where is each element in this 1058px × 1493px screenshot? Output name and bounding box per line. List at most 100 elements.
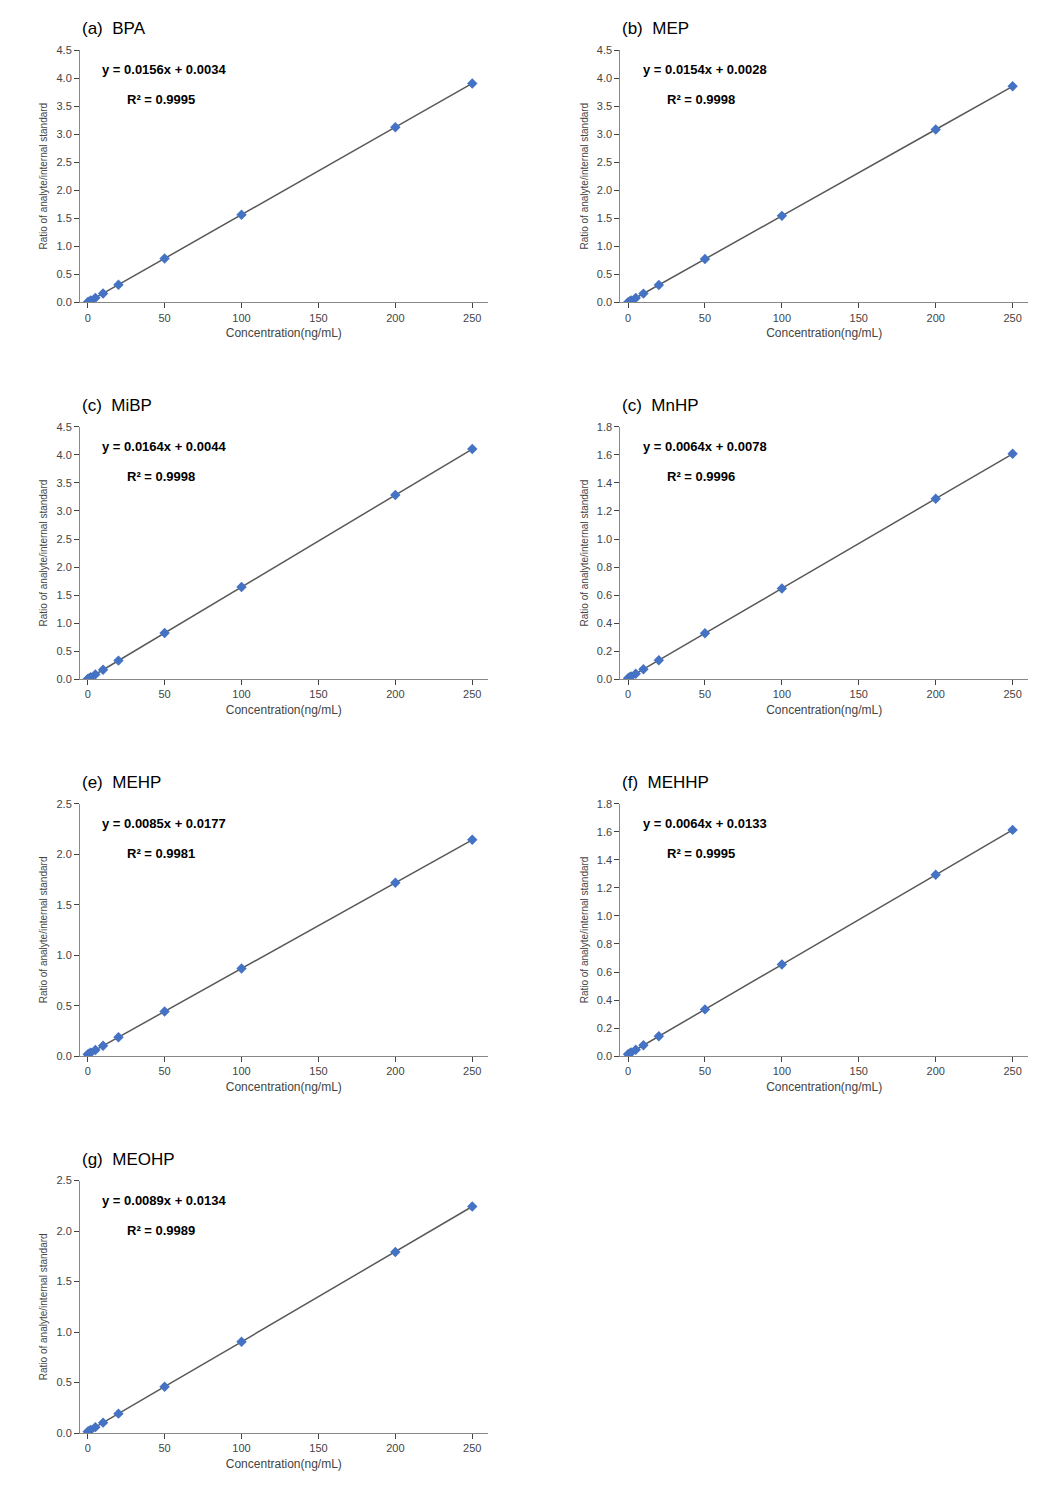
svg-text:0.4: 0.4 xyxy=(597,617,612,629)
svg-text:200: 200 xyxy=(927,312,945,324)
svg-text:3.5: 3.5 xyxy=(57,477,72,489)
svg-text:1.4: 1.4 xyxy=(597,854,612,866)
svg-text:Ratio of analyte/internal stan: Ratio of analyte/internal standard xyxy=(39,857,50,1004)
svg-text:0.0: 0.0 xyxy=(57,296,72,308)
svg-text:0: 0 xyxy=(625,312,631,324)
svg-text:0.5: 0.5 xyxy=(57,1000,72,1012)
svg-text:1.8: 1.8 xyxy=(597,421,612,433)
svg-text:2.5: 2.5 xyxy=(597,156,612,168)
svg-text:R² = 0.9989: R² = 0.9989 xyxy=(127,1223,195,1238)
svg-text:0.0: 0.0 xyxy=(57,1050,72,1062)
svg-text:0: 0 xyxy=(85,1065,91,1077)
svg-text:200: 200 xyxy=(386,312,404,324)
svg-text:2.5: 2.5 xyxy=(57,1174,72,1186)
svg-text:0.4: 0.4 xyxy=(597,994,612,1006)
svg-text:R² = 0.9998: R² = 0.9998 xyxy=(667,92,735,107)
svg-text:1.0: 1.0 xyxy=(57,949,72,961)
svg-text:0: 0 xyxy=(85,1442,91,1454)
svg-text:200: 200 xyxy=(927,688,945,700)
svg-text:(g) MEOHP: (g) MEOHP xyxy=(82,1150,175,1169)
svg-text:3.0: 3.0 xyxy=(57,505,72,517)
svg-text:0: 0 xyxy=(625,1065,631,1077)
svg-text:0.0: 0.0 xyxy=(597,673,612,685)
svg-text:Concentration(ng/mL): Concentration(ng/mL) xyxy=(226,1457,342,1471)
svg-text:(e) MEHP: (e) MEHP xyxy=(82,773,161,792)
svg-text:y = 0.0064x + 0.0133: y = 0.0064x + 0.0133 xyxy=(643,816,767,831)
svg-text:Concentration(ng/mL): Concentration(ng/mL) xyxy=(226,326,342,340)
svg-text:50: 50 xyxy=(158,1065,170,1077)
svg-text:50: 50 xyxy=(158,688,170,700)
svg-text:R² = 0.9995: R² = 0.9995 xyxy=(127,92,195,107)
svg-text:(b) MEP: (b) MEP xyxy=(622,19,689,38)
svg-text:(c) MnHP: (c) MnHP xyxy=(622,396,699,415)
svg-text:0.0: 0.0 xyxy=(597,296,612,308)
svg-text:Ratio of analyte/internal stan: Ratio of analyte/internal standard xyxy=(579,480,590,627)
svg-text:2.0: 2.0 xyxy=(57,561,72,573)
svg-text:3.5: 3.5 xyxy=(597,100,612,112)
svg-text:100: 100 xyxy=(232,1065,250,1077)
svg-text:100: 100 xyxy=(232,688,250,700)
svg-text:150: 150 xyxy=(850,1065,868,1077)
svg-text:4.0: 4.0 xyxy=(597,72,612,84)
svg-text:100: 100 xyxy=(773,688,791,700)
svg-text:250: 250 xyxy=(1003,688,1021,700)
svg-text:1.0: 1.0 xyxy=(57,240,72,252)
svg-text:0.0: 0.0 xyxy=(57,673,72,685)
svg-text:0.0: 0.0 xyxy=(597,1050,612,1062)
svg-text:150: 150 xyxy=(309,1442,327,1454)
svg-text:2.0: 2.0 xyxy=(597,184,612,196)
svg-text:1.2: 1.2 xyxy=(597,882,612,894)
svg-text:250: 250 xyxy=(1003,312,1021,324)
svg-text:0.8: 0.8 xyxy=(597,561,612,573)
svg-text:100: 100 xyxy=(773,312,791,324)
svg-text:1.0: 1.0 xyxy=(57,1326,72,1338)
svg-text:Ratio of analyte/internal stan: Ratio of analyte/internal standard xyxy=(579,857,590,1004)
svg-text:2.5: 2.5 xyxy=(57,798,72,810)
svg-text:1.5: 1.5 xyxy=(57,899,72,911)
svg-text:1.5: 1.5 xyxy=(57,212,72,224)
svg-text:Ratio of analyte/internal stan: Ratio of analyte/internal standard xyxy=(39,480,50,627)
svg-text:2.0: 2.0 xyxy=(57,1225,72,1237)
svg-text:1.6: 1.6 xyxy=(597,449,612,461)
svg-text:0: 0 xyxy=(85,688,91,700)
svg-text:0: 0 xyxy=(85,312,91,324)
svg-text:(f) MEHHP: (f) MEHHP xyxy=(622,773,709,792)
svg-text:1.0: 1.0 xyxy=(597,240,612,252)
svg-text:1.5: 1.5 xyxy=(57,1275,72,1287)
svg-text:4.0: 4.0 xyxy=(57,449,72,461)
svg-text:1.0: 1.0 xyxy=(597,533,612,545)
svg-text:4.0: 4.0 xyxy=(57,72,72,84)
svg-text:y = 0.0164x + 0.0044: y = 0.0164x + 0.0044 xyxy=(102,439,226,454)
svg-text:0.6: 0.6 xyxy=(597,589,612,601)
svg-text:1.6: 1.6 xyxy=(597,826,612,838)
svg-text:1.2: 1.2 xyxy=(597,505,612,517)
svg-text:R² = 0.9981: R² = 0.9981 xyxy=(127,846,195,861)
svg-text:150: 150 xyxy=(309,1065,327,1077)
svg-text:250: 250 xyxy=(1003,1065,1021,1077)
svg-text:Concentration(ng/mL): Concentration(ng/mL) xyxy=(226,1080,342,1094)
svg-text:3.0: 3.0 xyxy=(597,128,612,140)
svg-text:1.0: 1.0 xyxy=(57,617,72,629)
svg-text:250: 250 xyxy=(463,688,481,700)
svg-text:1.5: 1.5 xyxy=(597,212,612,224)
svg-text:250: 250 xyxy=(463,312,481,324)
svg-text:200: 200 xyxy=(927,1065,945,1077)
svg-text:Concentration(ng/mL): Concentration(ng/mL) xyxy=(766,1080,882,1094)
svg-text:150: 150 xyxy=(850,688,868,700)
svg-text:R² = 0.9996: R² = 0.9996 xyxy=(667,469,735,484)
svg-text:0.5: 0.5 xyxy=(57,268,72,280)
svg-text:Ratio of analyte/internal stan: Ratio of analyte/internal standard xyxy=(579,103,590,250)
svg-text:100: 100 xyxy=(232,312,250,324)
svg-text:Concentration(ng/mL): Concentration(ng/mL) xyxy=(226,703,342,717)
svg-text:200: 200 xyxy=(386,1065,404,1077)
svg-text:4.5: 4.5 xyxy=(57,44,72,56)
svg-text:R² = 0.9998: R² = 0.9998 xyxy=(127,469,195,484)
svg-text:0.0: 0.0 xyxy=(57,1427,72,1439)
svg-text:(c) MiBP: (c) MiBP xyxy=(82,396,152,415)
svg-text:y = 0.0156x + 0.0034: y = 0.0156x + 0.0034 xyxy=(102,62,226,77)
svg-text:0.2: 0.2 xyxy=(597,645,612,657)
svg-text:0.5: 0.5 xyxy=(597,268,612,280)
svg-text:0.2: 0.2 xyxy=(597,1022,612,1034)
svg-text:100: 100 xyxy=(232,1442,250,1454)
svg-text:150: 150 xyxy=(309,312,327,324)
